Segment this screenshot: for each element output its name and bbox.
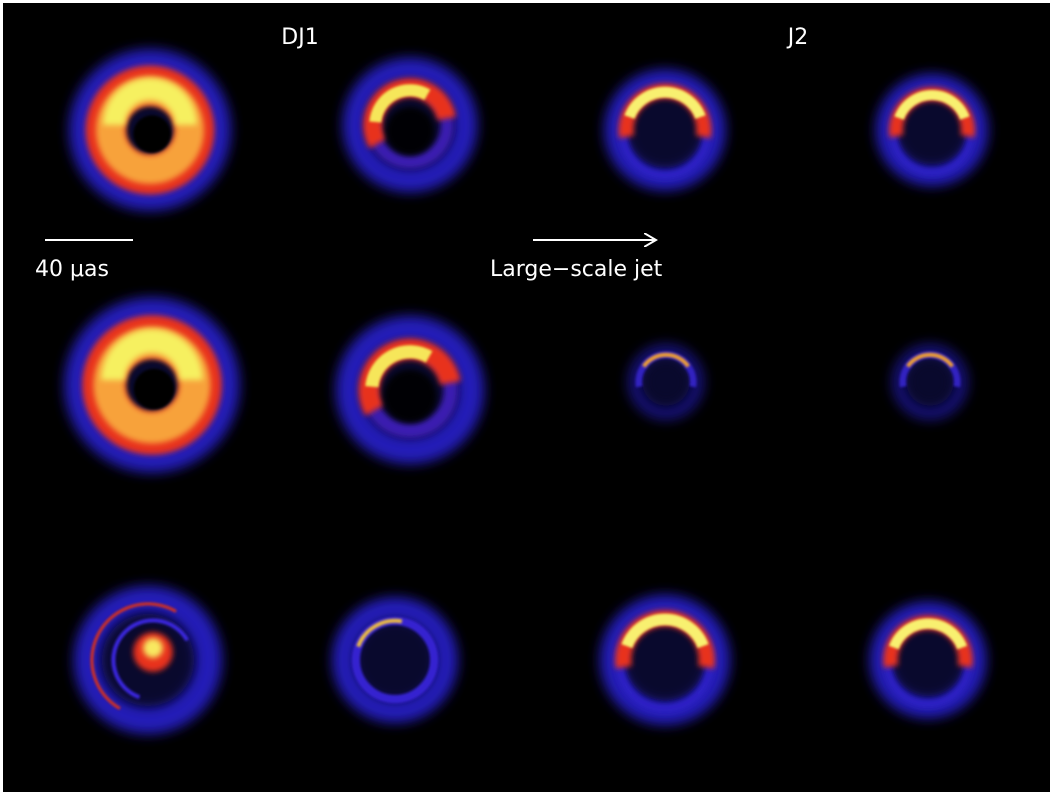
bright-arc	[103, 78, 197, 126]
shadow	[133, 368, 175, 410]
ring-image	[599, 594, 731, 726]
bright-arc	[369, 84, 431, 123]
shadow	[386, 107, 434, 155]
ring-image	[64, 297, 240, 473]
shadow	[383, 369, 437, 423]
bright-arc	[906, 352, 954, 368]
halo	[342, 57, 478, 193]
scale-bar-label: 40 μas	[35, 257, 109, 282]
inner-glow	[642, 358, 690, 406]
ring-image	[875, 73, 989, 187]
bright-arc	[642, 352, 690, 368]
ring-image	[332, 596, 459, 723]
column-label: J2	[786, 25, 809, 50]
bright-arc	[888, 618, 968, 650]
ring-image	[335, 315, 485, 465]
inner-glow	[891, 623, 965, 697]
emission-arc	[111, 618, 190, 700]
ring-images	[64, 48, 989, 735]
bright-arc	[624, 86, 706, 120]
bright-arc	[356, 618, 403, 648]
ring-image	[604, 69, 726, 191]
bright-arc	[894, 90, 970, 120]
halo	[332, 596, 459, 723]
bright-arc	[365, 345, 433, 388]
inner-glow	[355, 620, 435, 700]
ring-image	[891, 343, 969, 421]
bright-arc	[621, 613, 709, 649]
inner-glow	[906, 358, 954, 406]
ring-image	[68, 48, 232, 212]
ring-image	[342, 57, 478, 193]
halo	[64, 297, 240, 473]
ring-image	[869, 601, 987, 719]
halo	[335, 315, 485, 465]
ring-image	[73, 585, 223, 735]
hotspot	[143, 638, 163, 658]
halo	[73, 585, 223, 735]
inner-glow	[897, 95, 967, 165]
ring-image	[627, 343, 705, 421]
jet-arrow-label: Large−scale jet	[490, 257, 663, 282]
halo	[68, 48, 232, 212]
shadow	[133, 115, 171, 153]
inner-glow	[624, 619, 706, 701]
column-label: DJ1	[281, 25, 318, 50]
emission-arc	[90, 602, 177, 710]
inner-glow	[627, 92, 703, 168]
bright-arc	[101, 329, 203, 381]
